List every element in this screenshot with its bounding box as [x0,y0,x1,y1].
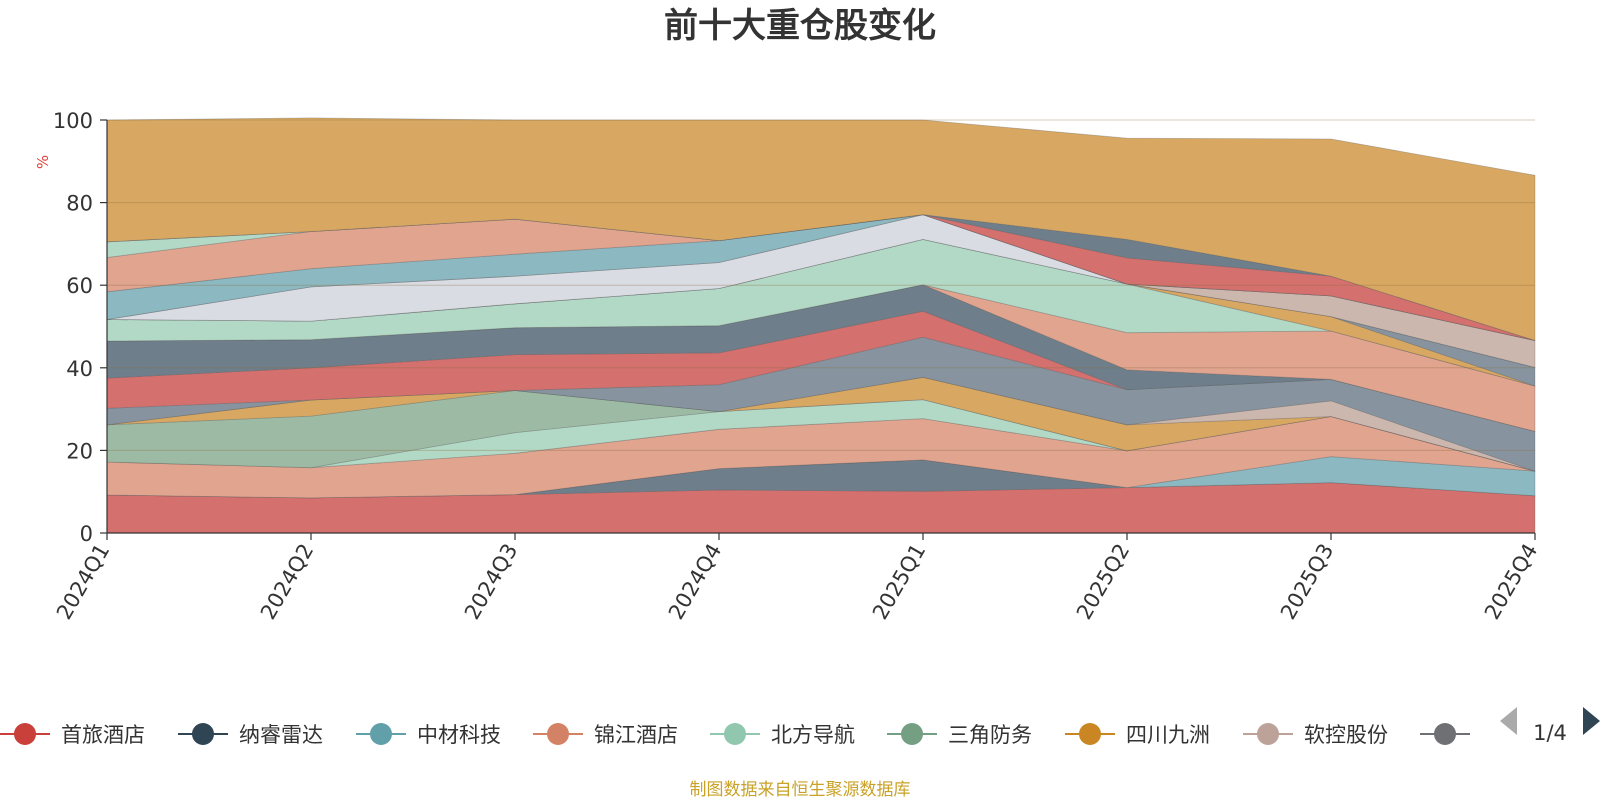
legend-label: 软控股份 [1304,723,1388,747]
legend-item[interactable]: 中材科技 [356,723,501,747]
legend-item[interactable]: 锦江酒店 [533,723,678,747]
chart-title: 前十大重仓股变化 [664,6,936,46]
legend-item[interactable]: 纳睿雷达 [178,723,323,747]
x-tick-label: 2024Q3 [460,540,522,624]
legend-label: 纳睿雷达 [239,723,323,747]
legend-marker-icon [901,723,923,745]
x-tick-label: 2025Q4 [1480,540,1542,624]
x-tick-label: 2024Q2 [256,540,318,624]
legend-item[interactable]: 四川九洲 [1065,723,1210,747]
legend-next-icon[interactable] [1583,707,1600,735]
legend-prev-icon[interactable] [1500,707,1517,735]
legend-item[interactable]: 软控股份 [1243,723,1388,747]
legend-marker-icon [547,723,569,745]
legend[interactable]: 首旅酒店 纳睿雷达 中材科技 锦江酒店 北方导航 三角防务 四川九洲 软控股份 [0,723,1470,747]
legend-label: 北方导航 [771,723,855,747]
legend-marker-icon [14,723,36,745]
x-tick-label: 2024Q4 [664,540,726,624]
legend-page-indicator: 1/4 [1533,721,1567,745]
y-tick-label: 100 [53,109,93,133]
legend-label: 三角防务 [948,723,1032,747]
y-axis-label: % [34,155,52,169]
x-tick-label: 2024Q1 [52,540,114,624]
x-tick-label: 2025Q3 [1276,540,1338,624]
x-tick-label: 2025Q2 [1072,540,1134,624]
y-tick-label: 40 [66,357,93,381]
legend-marker-icon [1079,723,1101,745]
legend-marker-icon [370,723,392,745]
legend-label: 首旅酒店 [61,723,145,747]
series-area-23 [106,117,1536,342]
legend-label: 四川九洲 [1126,723,1210,747]
series-areas [106,117,1536,534]
legend-item[interactable]: 首旅酒店 [0,723,145,747]
legend-marker-icon [1434,723,1456,745]
legend-item[interactable]: 北方导航 [710,723,855,747]
legend-item[interactable]: 三角防务 [887,723,1032,747]
grid-lines [107,119,1535,451]
legend-item[interactable] [1420,723,1470,745]
legend-marker-icon [724,723,746,745]
data-source-note: 制图数据来自恒生聚源数据库 [690,780,911,800]
legend-marker-icon [192,723,214,745]
legend-label: 锦江酒店 [594,723,678,747]
x-tick-label: 2025Q1 [868,540,930,624]
y-tick-label: 0 [80,522,93,546]
legend-marker-icon [1257,723,1279,745]
y-tick-label: 20 [66,439,93,463]
legend-label: 中材科技 [417,723,501,747]
y-tick-label: 80 [66,192,93,216]
y-tick-label: 60 [66,274,93,298]
legend-pager[interactable]: 1/4 [1500,707,1600,745]
